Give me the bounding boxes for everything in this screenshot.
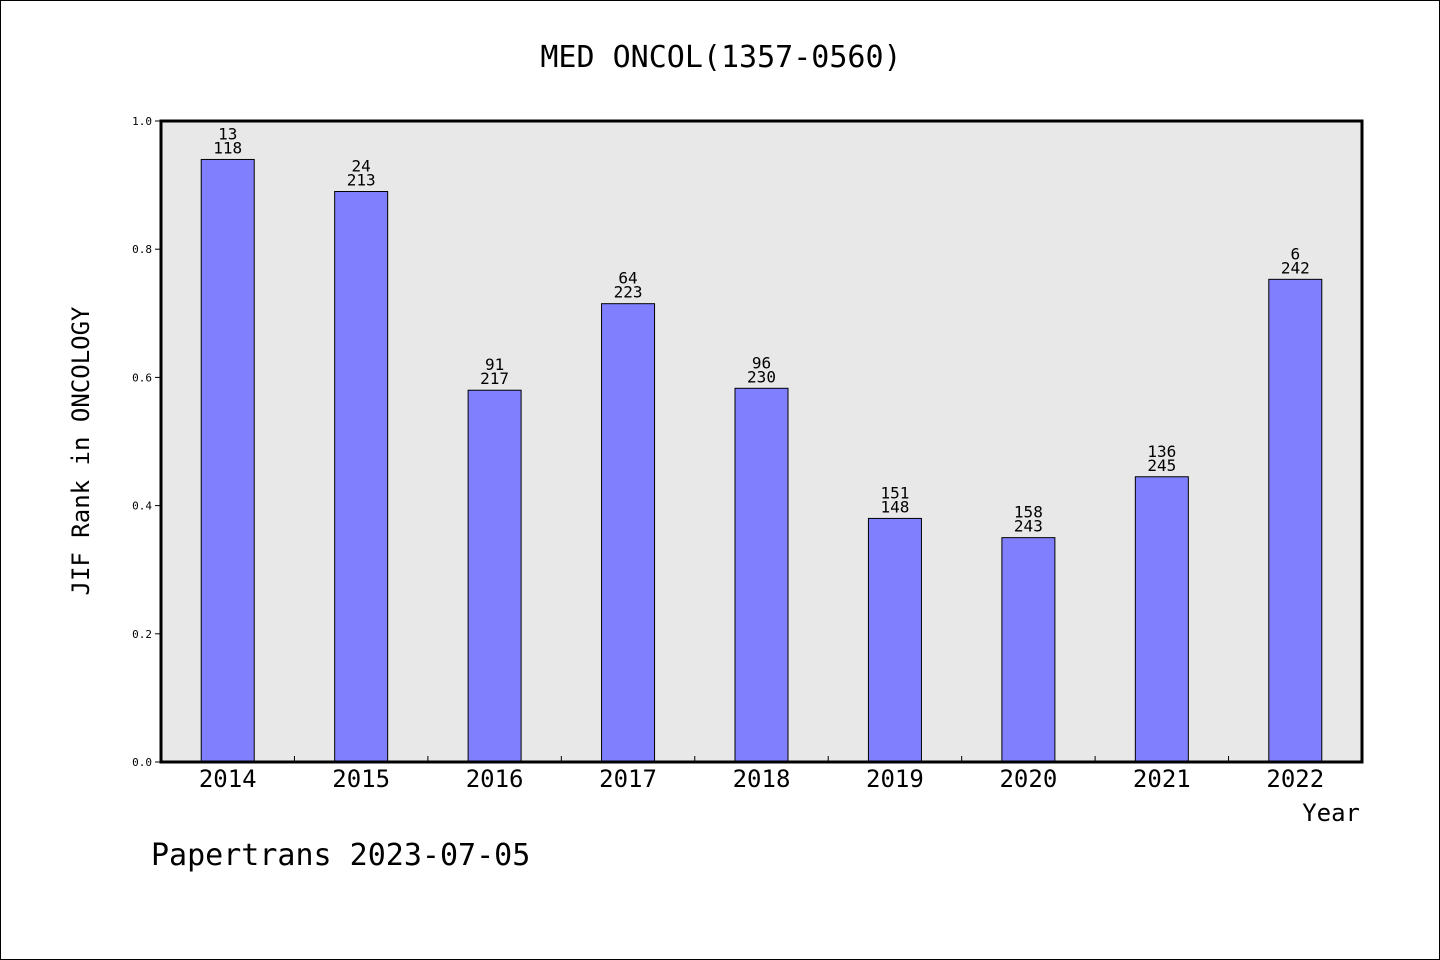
bar-rank-label: 158 xyxy=(1014,503,1043,522)
x-tick-label: 2014 xyxy=(199,765,257,793)
y-tick-label: 0.4 xyxy=(132,500,152,513)
x-tick-label: 2016 xyxy=(466,765,524,793)
y-tick-label: 0.2 xyxy=(132,628,152,641)
bar-total-label: 245 xyxy=(1147,456,1176,475)
x-tick-label: 2015 xyxy=(332,765,390,793)
bar-2017 xyxy=(601,303,656,763)
bar-2019 xyxy=(867,517,922,763)
bar-total-label: 230 xyxy=(747,367,776,386)
bar-rank-label: 13 xyxy=(218,124,237,143)
y-tick-label: 1.0 xyxy=(132,115,152,128)
bar-rank-label: 151 xyxy=(880,483,909,502)
bar-rank-label: 6 xyxy=(1290,244,1300,263)
credit-text: Papertrans 2023-07-05 xyxy=(151,838,530,873)
bars xyxy=(200,158,1323,763)
bar-total-label: 148 xyxy=(880,497,909,516)
x-tick-label: 2019 xyxy=(866,765,924,793)
y-tick-label: 0.6 xyxy=(132,371,152,384)
bar-rank-label: 96 xyxy=(752,353,771,372)
y-tick-label: 0.0 xyxy=(132,756,152,769)
x-tick-label: 2017 xyxy=(599,765,657,793)
bar-2022 xyxy=(1268,278,1323,763)
y-tick-label: 0.8 xyxy=(132,243,152,256)
bar-total-label: 242 xyxy=(1281,258,1310,277)
x-tick-label: 2021 xyxy=(1133,765,1191,793)
bar-rank-label: 64 xyxy=(618,269,637,288)
x-tick-label: 2022 xyxy=(1266,765,1324,793)
bar-total-label: 223 xyxy=(614,283,643,302)
y-axis-label: JIF Rank in ONCOLOGY xyxy=(67,306,95,596)
bar-rank-label: 136 xyxy=(1147,442,1176,461)
chart-title: MED ONCOL(1357-0560) xyxy=(540,40,901,75)
bar-2016 xyxy=(467,389,522,763)
bar-2015 xyxy=(334,191,389,763)
bar-rank-label: 91 xyxy=(485,355,504,374)
bar-total-label: 118 xyxy=(213,138,242,157)
plot-border xyxy=(159,119,1364,764)
bar-2020 xyxy=(1001,537,1056,763)
x-axis-label: Year xyxy=(1302,799,1360,827)
x-tick-label: 2018 xyxy=(733,765,791,793)
bar-2021 xyxy=(1134,476,1189,763)
bar-total-label: 217 xyxy=(480,369,509,388)
bar-total-label: 243 xyxy=(1014,517,1043,536)
bar-rank-label: 24 xyxy=(352,157,371,176)
bar-2018 xyxy=(734,387,789,763)
bar-total-label: 213 xyxy=(347,171,376,190)
x-tick-label: 2020 xyxy=(999,765,1057,793)
bar-2014 xyxy=(200,158,255,763)
